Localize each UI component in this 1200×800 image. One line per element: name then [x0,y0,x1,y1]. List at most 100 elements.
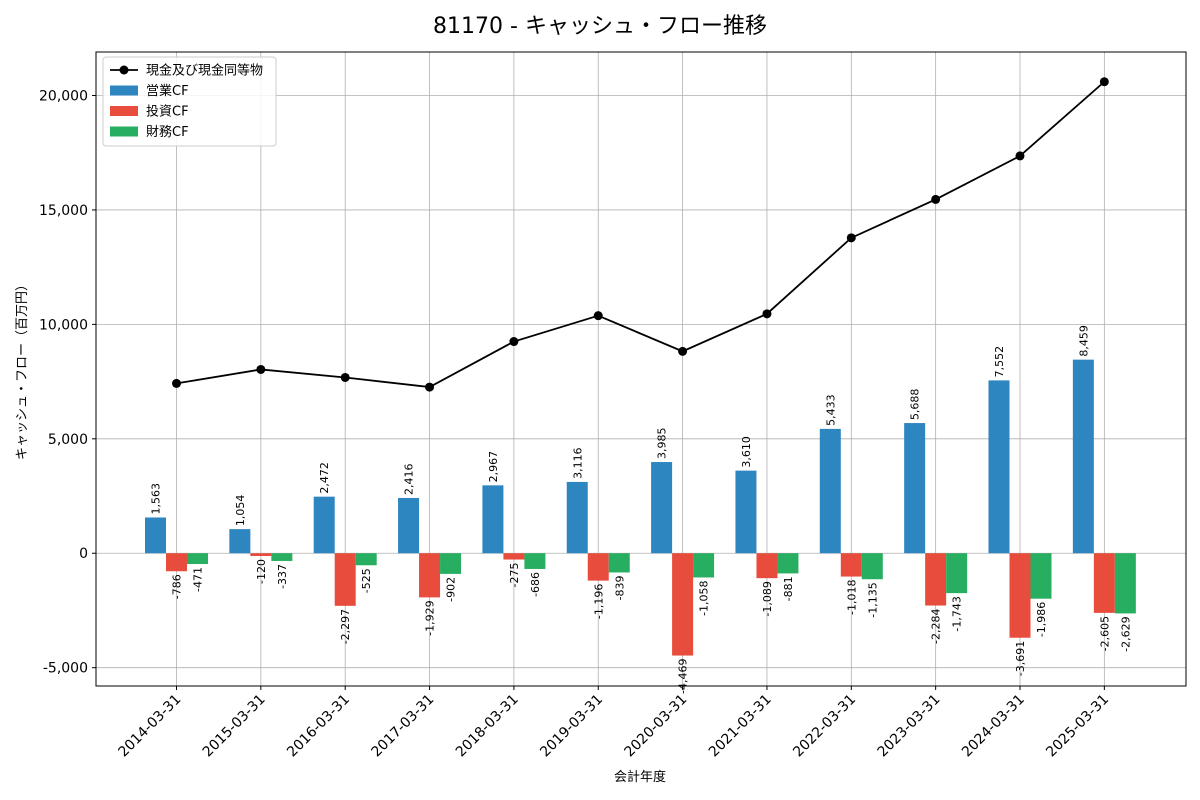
bar-財務CF-2024-03-31 [1030,553,1052,599]
y-tick-label: 10,000 [39,317,88,333]
legend-swatch [110,85,138,96]
cash-point-2022-03-31 [846,233,856,243]
x-tick-label: 2015-03-31 [200,692,269,761]
x-tick-label: 2014-03-31 [115,692,184,761]
bar-投資CF-2023-03-31 [925,553,947,606]
bar-投資CF-2022-03-31 [840,553,862,577]
bar-投資CF-2017-03-31 [419,553,441,598]
bar-value-label: -1,196 [592,584,605,619]
bar-財務CF-2019-03-31 [608,553,630,573]
bar-営業CF-2024-03-31 [988,380,1010,554]
x-tick-label: 2025-03-31 [1043,692,1112,761]
x-axis-label: 会計年度 [614,769,666,785]
x-tick-label: 2017-03-31 [369,692,438,761]
cash-point-2014-03-31 [172,378,181,388]
bar-value-label: 5,433 [824,394,837,426]
x-axis: 2014-03-31 2015-03-31 2016-03-31 2017-03-31… [115,686,1112,760]
x-tick-label: 2018-03-31 [453,692,522,761]
bar-value-label: -902 [445,577,458,602]
bar-営業CF-2020-03-31 [651,462,673,554]
bar-財務CF-2018-03-31 [524,553,546,569]
bar-value-label: -1,929 [424,600,437,635]
legend-line-marker [119,65,129,75]
cash-point-2020-03-31 [678,346,688,356]
bar-value-label: 1,563 [150,483,163,515]
bar-投資CF-2020-03-31 [672,553,694,656]
bar-営業CF-2019-03-31 [566,481,588,554]
bar-value-label: -120 [255,559,268,584]
bar-営業CF-2023-03-31 [904,423,926,554]
bar-value-label: -839 [613,575,626,600]
cash-point-2017-03-31 [425,382,435,392]
bar-投資CF-2015-03-31 [250,553,272,556]
bar-value-label: -1,018 [845,580,858,615]
plot-frame [95,51,1187,687]
x-tick-label: 2016-03-31 [284,692,353,761]
chart-title: 81170 - キャッシュ・フロー推移 [433,14,767,39]
bar-value-label: 2,967 [487,451,500,483]
bar-value-label: 8,459 [1077,325,1090,357]
bar-財務CF-2014-03-31 [187,553,208,565]
bar-value-label: -1,058 [698,580,711,615]
y-tick-label: 5,000 [48,432,88,448]
bar-value-label: -3,691 [1014,641,1027,676]
bar-営業CF-2014-03-31 [145,517,166,554]
bars-layer [145,359,1136,656]
bar-value-label: 7,552 [993,346,1006,378]
legend-box [102,56,277,147]
bar-value-label: -686 [529,572,542,597]
x-tick-label: 2020-03-31 [622,692,691,761]
bar-財務CF-2025-03-31 [1114,553,1136,614]
cash-point-2024-03-31 [1015,151,1025,161]
y-tick-label: 0 [79,546,88,562]
cash-point-2016-03-31 [340,372,350,382]
bar-value-label: 5,688 [909,389,922,421]
bar-財務CF-2022-03-31 [861,553,883,580]
bar-value-label: -786 [171,574,184,599]
x-tick-label: 2019-03-31 [537,692,606,761]
y-axis-label: キャッシュ・フロー（百万円） [15,278,30,460]
cash-line [176,81,1105,389]
legend-label: 財務CF [146,125,189,140]
bar-value-label: 1,054 [234,495,247,527]
bar-投資CF-2025-03-31 [1093,553,1115,613]
bar-投資CF-2019-03-31 [587,553,609,581]
bar-value-label: -337 [276,564,289,589]
bar-財務CF-2015-03-31 [271,553,293,561]
bar-財務CF-2016-03-31 [355,553,377,566]
bar-value-label: -1,089 [761,581,774,616]
bar-value-label: -471 [192,567,205,592]
x-tick-label: 2021-03-31 [706,692,775,761]
bar-value-label: -1,135 [866,582,879,617]
bar-value-label: -2,605 [1098,616,1111,651]
legend-label: 営業CF [146,83,189,99]
y-tick-label: 15,000 [39,203,88,219]
grid-layer [96,52,1186,686]
x-tick-label: 2024-03-31 [959,692,1028,761]
bar-value-label: -2,629 [1119,616,1132,651]
bar-営業CF-2018-03-31 [482,485,504,554]
line-layer [172,77,1109,392]
bar-value-label: -1,986 [1035,602,1048,637]
y-axis: -5,000 0 5,000 10,000 15,000 20,000 [39,88,96,677]
bar-財務CF-2020-03-31 [693,553,715,578]
bar-value-label: 3,116 [571,447,584,479]
bar-value-label: 2,416 [403,463,416,495]
legend-swatch [110,106,138,116]
bar-value-label: 3,610 [740,436,753,468]
bar-value-label: -4,469 [677,659,690,694]
bar-labels-layer: 1,563 1,054 2,472 2,416 2,967 3,116 3,985 3,610… [150,325,1133,694]
cash-point-2019-03-31 [593,311,603,321]
cash-point-2023-03-31 [931,194,941,204]
bar-営業CF-2025-03-31 [1072,359,1094,554]
legend-swatch [110,126,138,137]
bar-value-label: -881 [782,576,795,601]
legend-label: 現金及び現金同等物 [146,63,263,79]
cash-point-2025-03-31 [1099,77,1109,87]
bar-財務CF-2017-03-31 [440,553,462,574]
bar-営業CF-2022-03-31 [819,428,841,554]
bar-営業CF-2021-03-31 [735,470,757,554]
bar-value-label: 3,985 [656,428,669,460]
x-tick-label: 2023-03-31 [875,692,944,761]
